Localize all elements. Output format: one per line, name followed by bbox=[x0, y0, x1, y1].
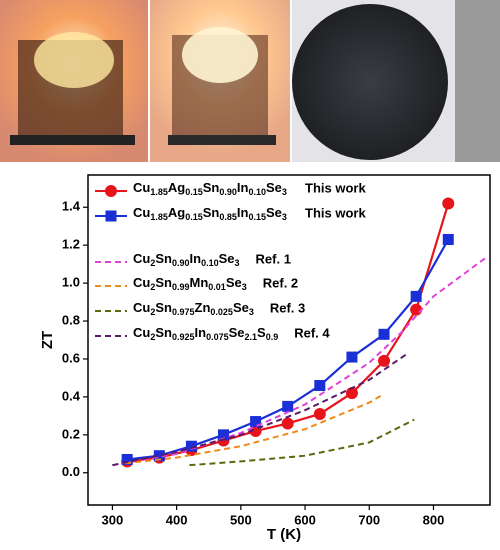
legend-note: Ref. 2 bbox=[263, 275, 298, 290]
x-tick-label: 300 bbox=[102, 512, 124, 527]
point bbox=[442, 197, 455, 210]
legend-marker bbox=[105, 210, 117, 222]
legend-label: Cu2Sn0.925In0.075Se2.1S0.9 bbox=[133, 325, 278, 342]
y-tick-label: 1.2 bbox=[62, 237, 80, 252]
legend-label: Cu2Sn0.99Mn0.01Se3 bbox=[133, 275, 247, 292]
legend-note: Ref. 4 bbox=[294, 325, 330, 340]
point bbox=[345, 387, 358, 400]
chart: ZT T (K) 0.0 0.2 0.4 0.6 0.8 1.0 1.2 1.4 300 400 5… bbox=[39, 174, 491, 543]
x-tick-label: 500 bbox=[230, 512, 252, 527]
series-line bbox=[112, 257, 486, 467]
series-line bbox=[189, 418, 415, 467]
y-tick-label: 0.8 bbox=[62, 312, 80, 327]
legend-note: This work bbox=[305, 180, 366, 195]
point bbox=[217, 429, 229, 441]
point bbox=[346, 351, 358, 363]
legend-marker bbox=[105, 185, 117, 197]
point bbox=[313, 407, 326, 420]
x-tick-label: 700 bbox=[358, 512, 380, 527]
point bbox=[121, 453, 133, 465]
x-tick-label: 600 bbox=[294, 512, 316, 527]
series-line bbox=[112, 352, 409, 467]
base bbox=[168, 135, 276, 145]
point bbox=[410, 290, 422, 302]
series-line bbox=[125, 394, 383, 465]
legend-label: Cu2Sn0.975Zn0.025Se3 bbox=[133, 300, 254, 317]
disc bbox=[292, 4, 448, 160]
photos bbox=[0, 0, 500, 162]
point bbox=[282, 400, 294, 412]
legend-label: Cu2Sn0.90In0.10Se3 bbox=[133, 251, 240, 268]
x-tick-label: 800 bbox=[423, 512, 445, 527]
base bbox=[10, 135, 135, 145]
legend-note: Ref. 3 bbox=[270, 300, 305, 315]
point bbox=[153, 450, 165, 462]
point bbox=[314, 380, 326, 392]
legend-note: Ref. 1 bbox=[256, 251, 291, 266]
y-tick-label: 0.0 bbox=[62, 464, 80, 479]
point bbox=[281, 417, 294, 430]
x-tick-label: 400 bbox=[166, 512, 188, 527]
x-axis-label: T (K) bbox=[267, 526, 301, 543]
plot-frame bbox=[87, 174, 491, 506]
point bbox=[442, 233, 454, 245]
ruler bbox=[455, 0, 500, 162]
point bbox=[250, 416, 262, 428]
flame bbox=[34, 32, 114, 88]
legend-label: Cu1.85Ag0.15Sn0.85In0.15Se3 bbox=[133, 205, 287, 222]
point bbox=[378, 354, 391, 367]
y-tick-label: 1.0 bbox=[62, 275, 80, 290]
y-axis-label: ZT bbox=[39, 331, 56, 349]
point bbox=[378, 328, 390, 340]
flame bbox=[182, 27, 258, 83]
legend-note: This work bbox=[305, 205, 366, 220]
y-tick-label: 1.4 bbox=[62, 199, 81, 214]
y-tick-label: 0.2 bbox=[62, 426, 80, 441]
y-tick-label: 0.6 bbox=[62, 350, 80, 365]
point bbox=[185, 440, 197, 452]
y-tick-label: 0.4 bbox=[62, 388, 81, 403]
legend-label: Cu1.85Ag0.15Sn0.90In0.10Se3 bbox=[133, 180, 287, 197]
